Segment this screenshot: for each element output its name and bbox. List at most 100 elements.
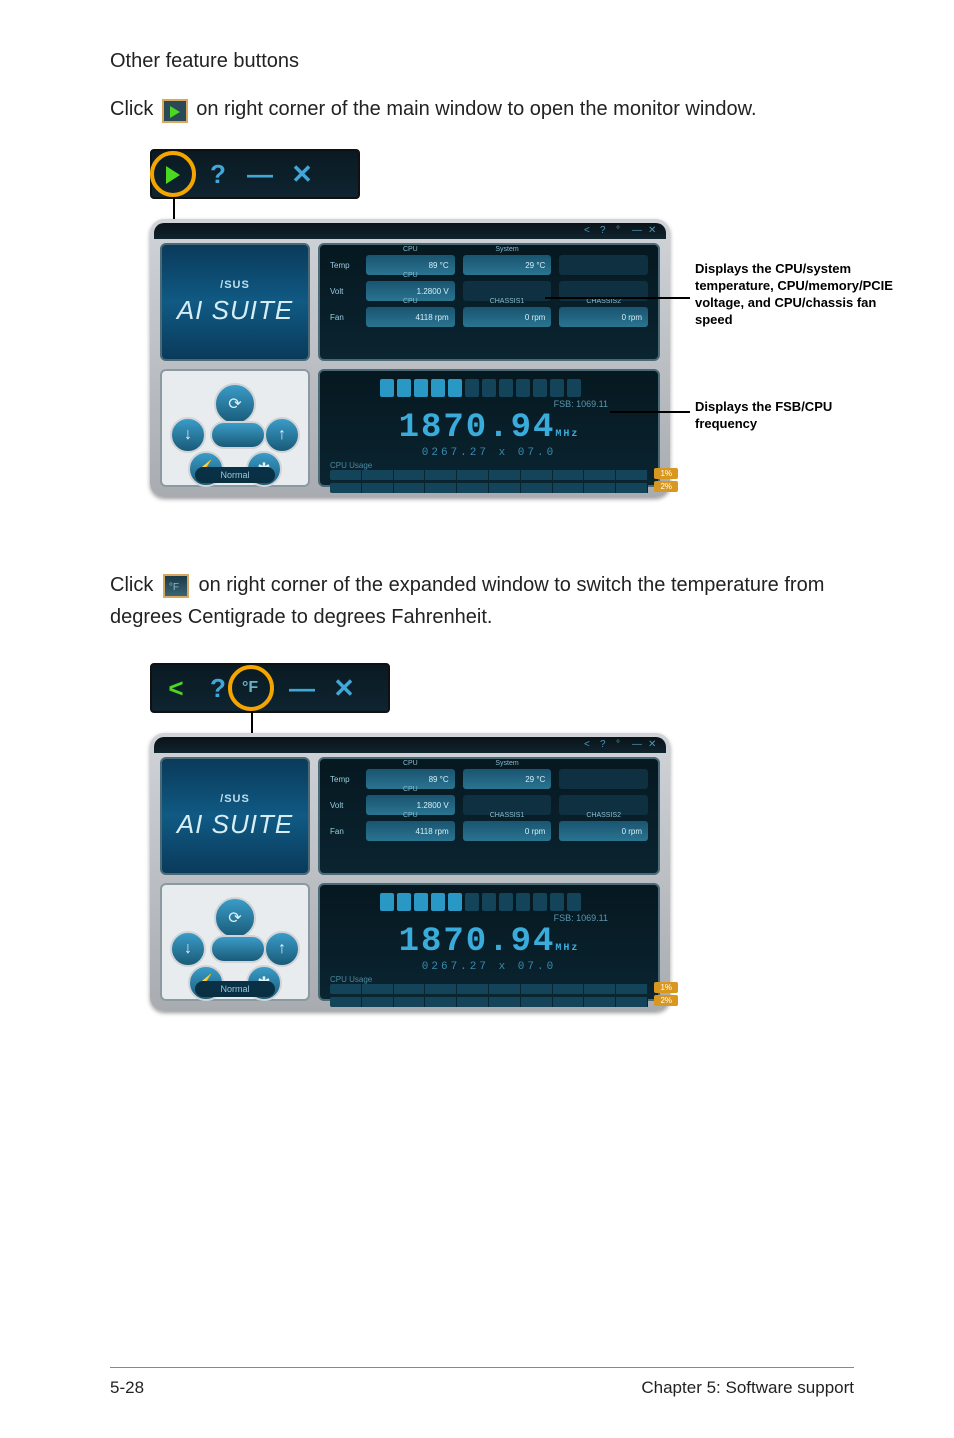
freq-unit: MHz <box>555 429 579 440</box>
mini-close-icon[interactable]: ✕ <box>648 225 660 237</box>
callout-line-monitor <box>545 297 690 299</box>
lcd-bar-row <box>380 893 648 911</box>
ai-suite-window-1: < ? ° — ✕ /SUS AI SUITE ⟳ ↓ ↑ ⚡ <box>150 219 670 497</box>
titlebar-2: < ? °F — ✕ <box>150 663 390 713</box>
multiplier-value: 0267.27 x 07.0 <box>330 447 648 459</box>
fan-cpu-field: 4118 rpm <box>366 821 455 841</box>
ctrl-left-icon[interactable]: ↓ <box>170 931 206 967</box>
field-top: CHASSIS1 <box>490 812 525 819</box>
cpu-usage-bar-2: 2% <box>330 997 648 1007</box>
field-top: CHASSIS2 <box>586 812 621 819</box>
fsb-label: FSB: 1069.11 <box>330 399 608 409</box>
page-number: 5-28 <box>110 1378 144 1398</box>
ctrl-mid-pill[interactable] <box>210 421 266 449</box>
lcd-bar-row <box>380 379 648 397</box>
cpu-usage-bar-1: 1% <box>330 984 648 994</box>
close-button[interactable]: ✕ <box>288 160 316 188</box>
ctrl-mid-pill[interactable] <box>210 935 266 963</box>
field-top: CPU <box>403 298 418 305</box>
monitor-row-fan: Fan CPU4118 rpm CHASSIS10 rpm CHASSIS20 … <box>330 307 648 327</box>
cpu-usage-label: CPU Usage <box>330 461 648 470</box>
row-label: Volt <box>330 801 358 810</box>
mini-help-icon[interactable]: ? <box>600 225 612 237</box>
row-label: Fan <box>330 313 358 322</box>
ai-suite-logo-panel: /SUS AI SUITE <box>160 757 310 875</box>
monitor-panel: Temp CPU89 °C System29 °C Volt CPU1.2800… <box>318 757 660 875</box>
ctrl-center-icon[interactable]: ⟳ <box>214 383 256 425</box>
page-footer: 5-28 Chapter 5: Software support <box>110 1378 854 1398</box>
mini-temp-icon[interactable]: ° <box>616 739 628 751</box>
ctrl-right-icon[interactable]: ↑ <box>264 931 300 967</box>
ai-suite-window-2: < ? ° — ✕ /SUS AI SUITE ⟳ ↓ ↑ ⚡ <box>150 733 670 1011</box>
freq-unit: MHz <box>555 943 579 954</box>
frequency-panel: FSB: 1069.11 1870.94MHz 0267.27 x 07.0 C… <box>318 883 660 1001</box>
help-button[interactable]: ? <box>204 160 232 188</box>
pct-label-1: 1% <box>654 468 678 479</box>
fsb-label: FSB: 1069.11 <box>330 913 608 923</box>
click-instruction-2: Click on right corner of the expanded wi… <box>110 569 854 633</box>
ctrl-left-icon[interactable]: ↓ <box>170 417 206 453</box>
field-top: System <box>495 760 518 767</box>
pct-label-2: 2% <box>654 995 678 1006</box>
field-top: CPU <box>403 246 418 253</box>
freq-number: 1870.94 <box>399 923 556 961</box>
cpu-usage-bar-1: 1% <box>330 470 648 480</box>
field-top: CPU <box>403 812 418 819</box>
temp-toggle-icon: °F <box>242 679 258 697</box>
section-heading: Other feature buttons <box>110 50 854 73</box>
footer-rule <box>110 1367 854 1368</box>
window-mini-controls: < ? ° — ✕ <box>154 737 666 753</box>
brand-label: /SUS <box>220 279 250 291</box>
expand-arrow-icon <box>166 166 180 184</box>
minimize-button[interactable]: — <box>246 160 274 188</box>
minimize-button[interactable]: — <box>288 674 316 702</box>
field-top: System <box>495 246 518 253</box>
frequency-panel: FSB: 1069.11 1870.94MHz 0267.27 x 07.0 C… <box>318 369 660 487</box>
row-label: Volt <box>330 287 358 296</box>
fan-ch2-field: 0 rpm <box>559 821 648 841</box>
collapse-button[interactable]: < <box>162 674 190 702</box>
mini-min-icon[interactable]: — <box>632 225 644 237</box>
cpu-frequency-value: 1870.94MHz <box>330 409 648 447</box>
callout-line-freq <box>610 411 690 413</box>
fan-cpu-field: 4118 rpm <box>366 307 455 327</box>
pct-label-2: 2% <box>654 481 678 492</box>
mini-back-icon[interactable]: < <box>584 225 596 237</box>
temp-sys-field: 29 °C <box>463 769 552 789</box>
pct-label-1: 1% <box>654 982 678 993</box>
field-top: CPU <box>403 272 418 279</box>
mini-temp-icon[interactable]: ° <box>616 225 628 237</box>
field-top: CHASSIS1 <box>490 298 525 305</box>
titlebar-1: ? — ✕ <box>150 149 360 199</box>
control-cluster: ⟳ ↓ ↑ ⚡ ✱ Normal <box>160 883 310 1001</box>
row-label: Fan <box>330 827 358 836</box>
mini-help-icon[interactable]: ? <box>600 739 612 751</box>
field-top: CHASSIS2 <box>586 298 621 305</box>
click2-text-before: Click <box>110 574 153 596</box>
temp-empty-field <box>559 255 648 275</box>
row-label: Temp <box>330 261 358 270</box>
cpu-usage-label: CPU Usage <box>330 975 648 984</box>
callout-frequency: Displays the FSB/CPU frequency <box>695 399 895 433</box>
ctrl-center-icon[interactable]: ⟳ <box>214 897 256 939</box>
mini-close-icon[interactable]: ✕ <box>648 739 660 751</box>
monitor-row-temp: Temp CPU89 °C System29 °C <box>330 255 648 275</box>
mini-back-icon[interactable]: < <box>584 739 596 751</box>
figure-2: < ? °F — ✕ < ? ° — ✕ /SUS AI SUITE <box>150 663 854 1011</box>
fan-ch1-field: 0 rpm <box>463 821 552 841</box>
freq-number: 1870.94 <box>399 409 556 447</box>
ai-suite-logo-panel: /SUS AI SUITE <box>160 243 310 361</box>
highlight-ring-2: °F <box>228 665 274 711</box>
click2-text-after: on right corner of the expanded window t… <box>110 574 824 628</box>
click-instruction-1: Click on right corner of the main window… <box>110 93 854 125</box>
ctrl-right-icon[interactable]: ↑ <box>264 417 300 453</box>
window-mini-controls: < ? ° — ✕ <box>154 223 666 239</box>
highlight-ring-1 <box>150 151 196 197</box>
close-button[interactable]: ✕ <box>330 674 358 702</box>
fan-ch2-field: 0 rpm <box>559 307 648 327</box>
cpu-usage-bar-2: 2% <box>330 483 648 493</box>
mini-min-icon[interactable]: — <box>632 739 644 751</box>
brand-label: /SUS <box>220 793 250 805</box>
temp-sys-field: 29 °C <box>463 255 552 275</box>
temperature-unit-icon <box>163 574 189 598</box>
